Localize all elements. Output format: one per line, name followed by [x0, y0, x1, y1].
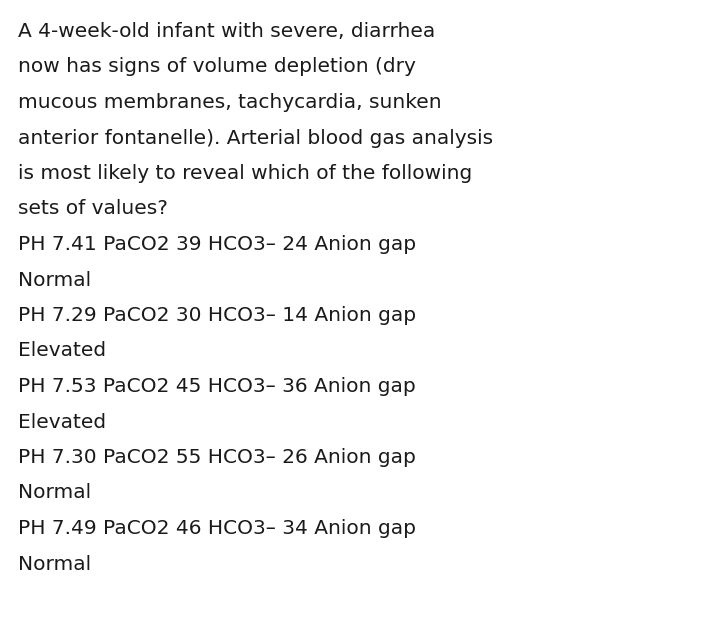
Text: PH 7.53 PaCO2 45 HCO3– 36 Anion gap: PH 7.53 PaCO2 45 HCO3– 36 Anion gap	[18, 377, 415, 396]
Text: Normal: Normal	[18, 483, 91, 503]
Text: mucous membranes, tachycardia, sunken: mucous membranes, tachycardia, sunken	[18, 93, 441, 112]
Text: A 4-week-old infant with severe, diarrhea: A 4-week-old infant with severe, diarrhe…	[18, 22, 436, 41]
Text: PH 7.30 PaCO2 55 HCO3– 26 Anion gap: PH 7.30 PaCO2 55 HCO3– 26 Anion gap	[18, 448, 416, 467]
Text: PH 7.29 PaCO2 30 HCO3– 14 Anion gap: PH 7.29 PaCO2 30 HCO3– 14 Anion gap	[18, 306, 416, 325]
Text: Normal: Normal	[18, 554, 91, 573]
Text: anterior fontanelle). Arterial blood gas analysis: anterior fontanelle). Arterial blood gas…	[18, 129, 493, 147]
Text: sets of values?: sets of values?	[18, 200, 168, 218]
Text: PH 7.41 PaCO2 39 HCO3– 24 Anion gap: PH 7.41 PaCO2 39 HCO3– 24 Anion gap	[18, 235, 416, 254]
Text: Normal: Normal	[18, 271, 91, 289]
Text: Elevated: Elevated	[18, 412, 106, 432]
Text: PH 7.49 PaCO2 46 HCO3– 34 Anion gap: PH 7.49 PaCO2 46 HCO3– 34 Anion gap	[18, 519, 416, 538]
Text: Elevated: Elevated	[18, 341, 106, 361]
Text: now has signs of volume depletion (dry: now has signs of volume depletion (dry	[18, 57, 416, 77]
Text: is most likely to reveal which of the following: is most likely to reveal which of the fo…	[18, 164, 472, 183]
